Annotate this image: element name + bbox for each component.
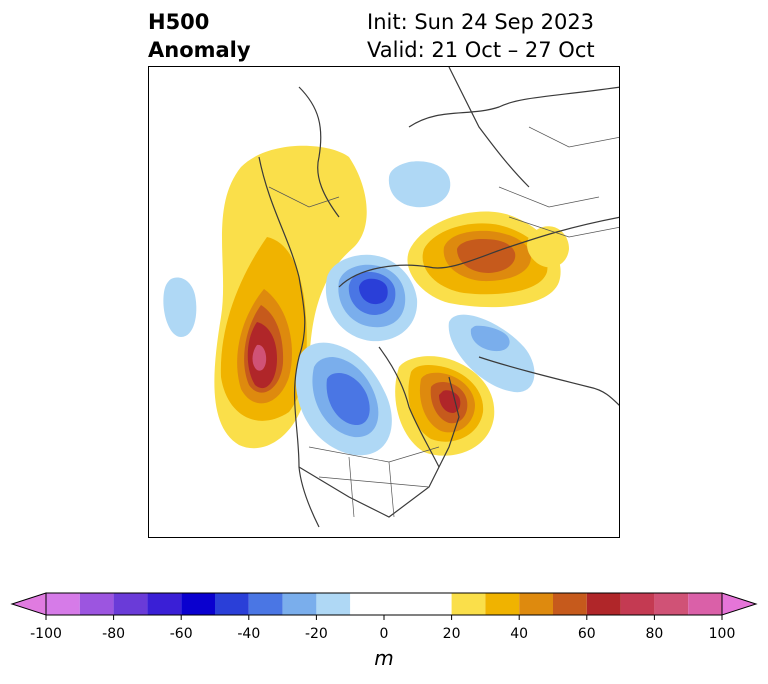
colorbar-cell <box>316 593 351 615</box>
political-borders <box>268 126 619 518</box>
colorbar-tick-label: 40 <box>510 626 529 642</box>
colorbar-cell <box>350 593 418 615</box>
colorbar-cell <box>620 593 655 615</box>
colorbar-cell <box>485 593 520 615</box>
colorbar-cells <box>46 593 722 615</box>
anomaly-eastern-canada <box>395 356 495 456</box>
title-variable: H500 <box>148 10 210 34</box>
map-title-left: H500 Anomaly <box>148 8 251 64</box>
anomaly-ne-pacific <box>214 145 367 449</box>
anomaly-central-pacific <box>163 277 197 337</box>
colorbar-tick-label: -20 <box>304 626 328 642</box>
map-panel <box>148 66 620 538</box>
valid-range: Valid: 21 Oct – 27 Oct <box>367 38 595 62</box>
colorbar-cell <box>654 593 689 615</box>
colorbar-cell <box>553 593 587 615</box>
colorbar-units: m <box>374 646 394 670</box>
colorbar-tick-label: 0 <box>379 626 389 642</box>
colorbar-tick-label: -80 <box>102 626 126 642</box>
colorbar-underflow-arrow <box>10 592 47 616</box>
colorbar-ticks <box>45 615 723 620</box>
colorbar-cell <box>46 593 80 615</box>
colorbar-cell <box>519 593 553 615</box>
colorbar-cell <box>113 593 148 615</box>
colorbar-tick-label: -60 <box>169 626 193 642</box>
init-date: Init: Sun 24 Sep 2023 <box>367 10 595 34</box>
anomaly-siberia <box>407 211 561 308</box>
title-type: Anomaly <box>148 38 251 62</box>
colorbar-tick-label: 60 <box>577 626 596 642</box>
colorbar-cell <box>248 593 283 615</box>
colorbar-cell <box>586 593 621 615</box>
anomaly-map <box>163 67 619 528</box>
colorbar-cell <box>688 593 722 615</box>
colorbar-cell <box>181 593 215 615</box>
colorbar-cell <box>147 593 182 615</box>
colorbar-cell <box>79 593 114 615</box>
colorbar-cell <box>215 593 249 615</box>
anomaly-scandinavia <box>527 226 569 268</box>
colorbar-cell <box>282 593 317 615</box>
colorbar-overflow-arrow <box>721 592 758 616</box>
colorbar-tick-label: 80 <box>645 626 664 642</box>
colorbar-tick-label: 100 <box>708 626 736 642</box>
anomaly-arctic <box>325 254 418 342</box>
anomaly-central-canada <box>295 342 392 456</box>
map-title-right: Init: Sun 24 Sep 2023 Valid: 21 Oct – 27… <box>367 8 595 64</box>
anomaly-barents <box>388 161 451 208</box>
colorbar-tick-label: -100 <box>30 626 62 642</box>
colorbar-cell <box>417 593 452 615</box>
colorbar <box>10 592 758 620</box>
colorbar-tick-label: -40 <box>237 626 261 642</box>
anomaly-north-atlantic <box>448 314 535 393</box>
colorbar-tick-label: 20 <box>442 626 461 642</box>
colorbar-cell <box>451 593 486 615</box>
